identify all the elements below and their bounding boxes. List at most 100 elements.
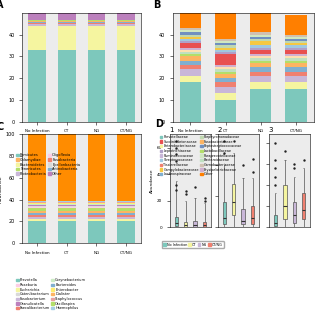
Point [174, 139, 179, 144]
Bar [180, 43, 201, 48]
Bar [88, 213, 105, 215]
Bar [180, 48, 201, 50]
Bar [250, 59, 271, 61]
Point [231, 138, 236, 143]
FancyBboxPatch shape [302, 194, 305, 219]
Bar [117, 134, 135, 201]
Bar [58, 203, 76, 204]
Bar [88, 203, 105, 204]
Bar [58, 204, 76, 205]
Point [292, 165, 297, 171]
Text: D: D [155, 119, 163, 129]
Bar [180, 39, 201, 41]
Bar [28, 26, 46, 50]
Bar [88, 204, 105, 205]
Bar [215, 39, 236, 41]
Text: B: B [153, 0, 160, 11]
Bar [180, 35, 201, 37]
Bar [117, 21, 135, 23]
Bar [28, 219, 46, 221]
Bar [28, 217, 46, 219]
Bar [117, 206, 135, 207]
FancyBboxPatch shape [293, 202, 296, 223]
Bar [285, 43, 307, 45]
Bar [215, 93, 236, 100]
Bar [88, 206, 105, 207]
Bar [28, 205, 46, 206]
FancyBboxPatch shape [251, 205, 254, 224]
Bar [28, 204, 46, 205]
Bar [58, 217, 76, 219]
Bar [117, 24, 135, 26]
Bar [180, 61, 201, 65]
Bar [285, 76, 307, 83]
Point [193, 185, 198, 190]
Bar [117, 217, 135, 219]
Bar [117, 50, 135, 122]
FancyBboxPatch shape [184, 222, 187, 227]
Bar [58, 23, 76, 24]
Text: 3: 3 [269, 127, 273, 132]
Bar [58, 213, 76, 215]
Bar [285, 37, 307, 39]
Bar [285, 48, 307, 50]
Bar [88, 205, 105, 206]
Bar [58, 205, 76, 206]
Y-axis label: Abundance: Abundance [0, 175, 3, 203]
Bar [215, 69, 236, 72]
Bar [88, 13, 105, 20]
Bar [88, 21, 105, 23]
Bar [180, 37, 201, 39]
Legend: Firmicutes, Chlamydiae, Bacteroidetes, Tenericutes, Proteobacteria, Oligoflexia,: Firmicutes, Chlamydiae, Bacteroidetes, T… [15, 152, 82, 177]
Point [241, 163, 246, 168]
Bar [117, 204, 135, 205]
Bar [285, 15, 307, 35]
Bar [88, 217, 105, 219]
Point [273, 157, 278, 162]
Legend: Prevotellaceae, Succinivibrionaceae, Enterobacteriaceae, Leptotrichiaceae, Rumin: Prevotellaceae, Succinivibrionaceae, Ent… [158, 133, 244, 178]
Bar [28, 20, 46, 21]
Bar [285, 45, 307, 48]
Point [174, 188, 179, 193]
Bar [88, 208, 105, 211]
Bar [28, 211, 46, 213]
Bar [28, 21, 46, 23]
Bar [250, 35, 271, 37]
Bar [88, 219, 105, 221]
Bar [28, 221, 46, 243]
FancyBboxPatch shape [242, 209, 245, 224]
Bar [88, 215, 105, 217]
Text: 2: 2 [218, 127, 222, 132]
Bar [215, 72, 236, 74]
Bar [215, 100, 236, 122]
Bar [285, 83, 307, 89]
Bar [117, 20, 135, 21]
Bar [285, 35, 307, 37]
Point [250, 156, 255, 162]
Text: C: C [0, 122, 4, 132]
Bar [180, 50, 201, 52]
Bar [58, 215, 76, 217]
Bar [250, 72, 271, 76]
Bar [88, 23, 105, 24]
Bar [180, 83, 201, 122]
FancyBboxPatch shape [274, 214, 277, 226]
Bar [28, 24, 46, 26]
Point [222, 138, 227, 143]
Bar [88, 202, 105, 203]
Bar [215, 54, 236, 65]
Point [174, 152, 179, 157]
Bar [285, 41, 307, 43]
Bar [58, 26, 76, 50]
Bar [28, 206, 46, 207]
Bar [180, 54, 201, 56]
Bar [250, 50, 271, 54]
Bar [58, 20, 76, 21]
Point [183, 189, 188, 194]
FancyBboxPatch shape [203, 222, 206, 227]
Y-axis label: Abundance: Abundance [150, 169, 154, 193]
Bar [285, 54, 307, 56]
Bar [250, 48, 271, 50]
Bar [215, 48, 236, 50]
Bar [117, 203, 135, 204]
